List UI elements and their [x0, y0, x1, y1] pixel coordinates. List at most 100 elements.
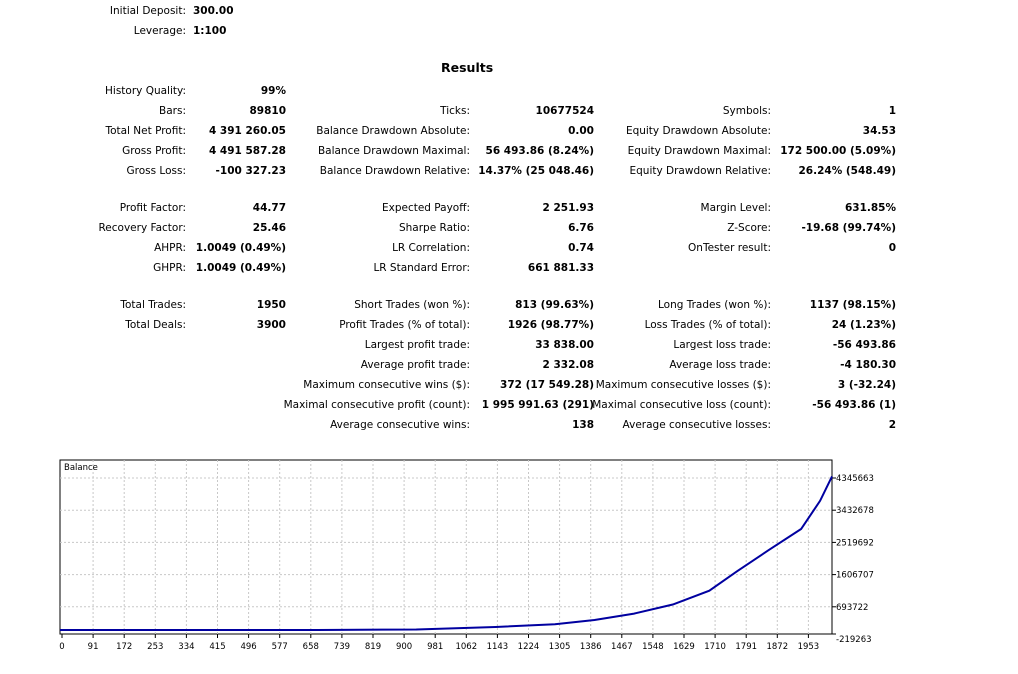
total-deals-value: 3900 [256, 319, 286, 331]
gross-loss-label: Gross Loss: [126, 165, 187, 177]
loss-trades-value: 24 (1.23%) [831, 319, 896, 331]
ghpr-label: GHPR: [153, 262, 186, 274]
chart-grid [60, 460, 832, 634]
x-tick-label: 1791 [735, 642, 757, 652]
average-consecutive-wins-value: 138 [572, 419, 594, 431]
profit-factor-label: Profit Factor: [119, 202, 186, 214]
average-loss-trade-value: -4 180.30 [840, 359, 896, 371]
equity-drawdown-absolute-value: 34.53 [862, 125, 896, 137]
x-tick-label: 0 [59, 642, 64, 652]
symbols-value: 1 [888, 105, 896, 117]
balance-drawdown-relative-label: Balance Drawdown Relative: [319, 165, 470, 177]
gross-profit-value: 4 491 587.28 [208, 145, 286, 157]
equity-drawdown-relative-value: 26.24% (548.49) [798, 165, 896, 177]
recovery-factor-label: Recovery Factor: [98, 222, 186, 234]
expected-payoff-label: Expected Payoff: [381, 202, 470, 214]
y-tick-label: 3432678 [836, 506, 874, 516]
maximal-consecutive-profit-label: Maximal consecutive profit (count): [283, 399, 470, 411]
ticks-value: 10677524 [535, 105, 594, 117]
x-tick-label: 496 [240, 642, 256, 652]
average-profit-trade-label: Average profit trade: [360, 359, 470, 371]
profit-factor-value: 44.77 [252, 202, 286, 214]
x-tick-label: 1143 [487, 642, 509, 652]
profit-trades-label: Profit Trades (% of total): [339, 319, 470, 331]
total-net-profit-label: Total Net Profit: [105, 125, 186, 137]
ontester-result-label: OnTester result: [688, 242, 771, 254]
x-tick-label: 1710 [704, 642, 726, 652]
y-tick-label: 2519692 [836, 538, 874, 548]
x-tick-label: 415 [209, 642, 225, 652]
ahpr-label: AHPR: [154, 242, 186, 254]
short-trades-value: 813 (99.63%) [515, 299, 594, 311]
x-tick-label: 658 [303, 642, 319, 652]
ontester-result-value: 0 [888, 242, 896, 254]
max-consecutive-wins-label: Maximum consecutive wins ($): [303, 379, 470, 391]
total-trades-value: 1950 [256, 299, 286, 311]
z-score-value: -19.68 (99.74%) [801, 222, 896, 234]
x-tick-label: 1062 [455, 642, 477, 652]
symbols-label: Symbols: [722, 105, 771, 117]
chart-ticks: 0 91 172 253 334 415 496 577 658 739 819 900 981 1062… [59, 474, 874, 652]
maximal-consecutive-loss-label: Maximal consecutive loss (count): [592, 399, 771, 411]
x-tick-label: 172 [116, 642, 132, 652]
x-tick-label: 900 [396, 642, 412, 652]
max-consecutive-losses-value: 3 (-32.24) [837, 379, 896, 391]
lr-correlation-value: 0.74 [568, 242, 594, 254]
long-trades-value: 1137 (98.15%) [809, 299, 896, 311]
ghpr-value: 1.0049 (0.49%) [195, 262, 286, 274]
ticks-label: Ticks: [440, 105, 470, 117]
maximal-consecutive-profit-value: 1 995 991.63 (291) [481, 399, 594, 411]
balance-drawdown-maximal-value: 56 493.86 (8.24%) [485, 145, 594, 157]
margin-level-label: Margin Level: [700, 202, 771, 214]
gross-profit-label: Gross Profit: [122, 145, 186, 157]
sharpe-ratio-label: Sharpe Ratio: [398, 222, 470, 234]
balance-drawdown-absolute-label: Balance Drawdown Absolute: [316, 125, 470, 137]
max-consecutive-wins-value: 372 (17 549.28) [500, 379, 594, 391]
chart-plot-area [59, 459, 833, 635]
long-trades-label: Long Trades (won %): [657, 299, 771, 311]
average-loss-trade-label: Average loss trade: [669, 359, 771, 371]
lr-correlation-label: LR Correlation: [392, 242, 470, 254]
y-tick-label: 1606707 [836, 571, 874, 581]
y-tick-label: -219263 [836, 635, 872, 645]
x-tick-label: 1953 [798, 642, 820, 652]
total-trades-label: Total Trades: [120, 299, 186, 311]
history-quality-value: 99% [260, 85, 286, 97]
x-tick-label: 1629 [673, 642, 695, 652]
balance-drawdown-maximal-label: Balance Drawdown Maximal: [317, 145, 470, 157]
x-tick-label: 1386 [580, 642, 602, 652]
lr-standard-error-value: 661 881.33 [527, 262, 594, 274]
chart-title: Balance [64, 463, 98, 473]
x-tick-label: 1872 [766, 642, 788, 652]
x-tick-label: 1305 [549, 642, 571, 652]
balance-drawdown-relative-value: 14.37% (25 048.46) [478, 165, 594, 177]
average-consecutive-losses-value: 2 [888, 419, 896, 431]
average-consecutive-wins-label: Average consecutive wins: [330, 419, 470, 431]
x-tick-label: 577 [272, 642, 288, 652]
x-tick-label: 819 [365, 642, 381, 652]
y-tick-label: 4345663 [836, 474, 874, 484]
gross-loss-value: -100 327.23 [215, 165, 286, 177]
x-tick-label: 981 [427, 642, 443, 652]
x-tick-label: 334 [178, 642, 194, 652]
y-tick-label: 693722 [836, 603, 868, 613]
largest-loss-trade-value: -56 493.86 [832, 339, 896, 351]
x-tick-label: 739 [334, 642, 350, 652]
bars-value: 89810 [249, 105, 286, 117]
total-net-profit-value: 4 391 260.05 [208, 125, 286, 137]
average-consecutive-losses-label: Average consecutive losses: [622, 419, 771, 431]
balance-series-line [60, 475, 833, 631]
sharpe-ratio-value: 6.76 [568, 222, 594, 234]
equity-drawdown-maximal-value: 172 500.00 (5.09%) [780, 145, 896, 157]
maximal-consecutive-loss-value: -56 493.86 (1) [812, 399, 896, 411]
initial-deposit-label: Initial Deposit: [109, 5, 186, 17]
max-consecutive-losses-label: Maximum consecutive losses ($): [595, 379, 771, 391]
equity-drawdown-relative-label: Equity Drawdown Relative: [629, 165, 771, 177]
largest-profit-trade-label: Largest profit trade: [364, 339, 470, 351]
history-quality-label: History Quality: [105, 85, 186, 97]
balance-drawdown-absolute-value: 0.00 [568, 125, 594, 137]
average-profit-trade-value: 2 332.08 [542, 359, 594, 371]
x-tick-label: 253 [147, 642, 163, 652]
total-deals-label: Total Deals: [125, 319, 186, 331]
